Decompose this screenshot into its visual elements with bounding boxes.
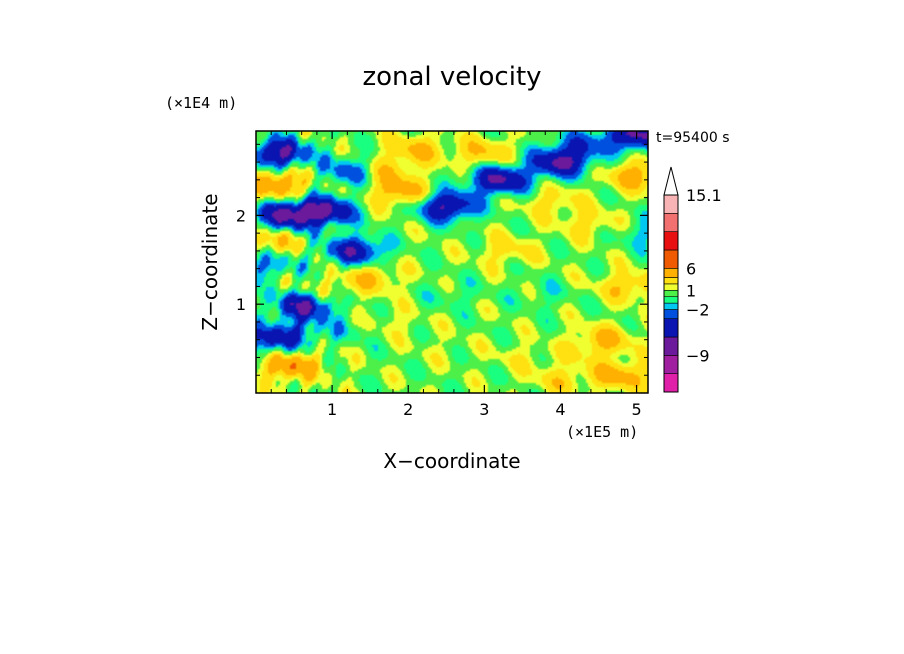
colorbar-segment	[663, 213, 679, 232]
y-axis-label: Z−coordinate	[198, 193, 222, 330]
plot-frame	[255, 130, 649, 394]
y-tick-label: 1	[236, 295, 246, 314]
colorbar-segment	[663, 336, 679, 356]
colorbar-segment	[663, 355, 679, 374]
colorbar-segment	[663, 268, 679, 278]
x-tick-label: 4	[555, 400, 565, 419]
colorbar-label: 15.1	[686, 186, 722, 205]
colorbar-extend-arrow	[663, 166, 679, 196]
y-axis-ticks: 12	[236, 143, 648, 376]
time-label: t=95400 s	[656, 130, 730, 146]
velocity-heatmap	[256, 131, 648, 393]
colorbar: 15.1 6 1−2 −9	[663, 166, 722, 393]
colorbar-segment	[663, 289, 679, 298]
colorbar-segment	[663, 302, 679, 310]
colorbar-label: −9	[686, 346, 710, 365]
x-tick-label: 5	[631, 400, 641, 419]
x-axis-label: X−coordinate	[383, 449, 520, 473]
colorbar-segment	[663, 283, 679, 291]
colorbar-label: 1	[686, 281, 696, 300]
velocity-field-image	[256, 131, 648, 393]
colorbar-segment	[663, 296, 679, 304]
y-tick-label: 2	[236, 206, 246, 225]
x-tick-label: 2	[403, 400, 413, 419]
colorbar-label: 6	[686, 259, 696, 278]
colorbar-segment	[663, 194, 679, 214]
x-tick-label: 3	[479, 400, 489, 419]
colorbar-segment	[663, 318, 679, 338]
colorbar-segment	[663, 309, 679, 319]
colorbar-label: −2	[686, 301, 710, 320]
colorbar-segment	[663, 373, 679, 393]
y-unit-label: (×1E4 m)	[165, 94, 237, 112]
colorbar-segment	[663, 249, 679, 269]
colorbar-segment	[663, 231, 679, 251]
colorbar-segment	[663, 277, 679, 285]
colorbar-outline	[663, 194, 679, 393]
x-tick-label: 1	[327, 400, 337, 419]
chart-title: zonal velocity	[362, 62, 541, 92]
x-unit-label: (×1E5 m)	[566, 423, 638, 441]
x-axis-ticks: 1 2 3 4 5	[270, 131, 642, 419]
